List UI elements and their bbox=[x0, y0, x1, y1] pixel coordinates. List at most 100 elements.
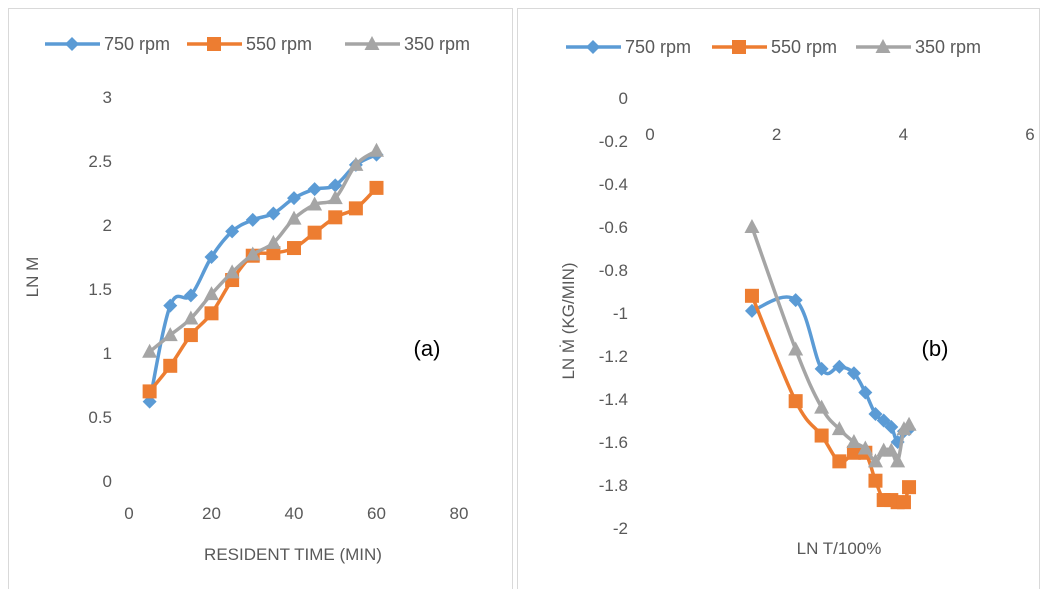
data-point-diamond bbox=[307, 182, 322, 197]
data-point-triangle bbox=[245, 246, 261, 261]
y-tick-label: 3 bbox=[103, 88, 112, 107]
y-ticks-a: 0 0.5 1 1.5 2 2.5 3 bbox=[88, 88, 112, 491]
y-tick-label: -0.8 bbox=[599, 261, 628, 280]
data-point-diamond bbox=[183, 288, 198, 303]
data-point-diamond bbox=[788, 293, 803, 308]
data-point-triangle bbox=[224, 264, 240, 279]
y-tick-label: -0.4 bbox=[599, 175, 628, 194]
data-point-diamond bbox=[225, 224, 240, 239]
data-point-diamond bbox=[858, 385, 873, 400]
data-point-square bbox=[744, 288, 759, 303]
legend-swatch-marker bbox=[732, 40, 746, 54]
legend-swatch-marker bbox=[207, 37, 221, 51]
y-tick-label: -1.4 bbox=[599, 390, 628, 409]
data-point-diamond bbox=[163, 298, 178, 313]
legend-swatch-marker bbox=[586, 40, 600, 54]
data-point-diamond bbox=[204, 250, 219, 264]
y-axis-title-a: LN M bbox=[23, 257, 42, 298]
x-tick-label: 80 bbox=[450, 504, 469, 523]
data-point-triangle bbox=[890, 453, 906, 468]
data-point-diamond bbox=[744, 303, 759, 318]
data-point-triangle bbox=[857, 440, 873, 455]
y-tick-label: 1 bbox=[103, 344, 112, 363]
series-line-diamond bbox=[147, 152, 379, 404]
data-point-triangle bbox=[142, 343, 158, 358]
y-axis-title-b: LN Ṁ (KG/MIN) bbox=[559, 262, 578, 379]
y-tick-label: -1.8 bbox=[599, 476, 628, 495]
data-point-triangle bbox=[183, 310, 199, 325]
x-tick-label: 2 bbox=[772, 125, 781, 144]
data-point-diamond bbox=[884, 419, 899, 434]
data-point-triangle bbox=[788, 341, 804, 356]
data-point-triangle bbox=[901, 416, 917, 431]
y-tick-label: 1.5 bbox=[88, 280, 112, 299]
series-line-square bbox=[750, 294, 911, 506]
y-tick-label: -1 bbox=[613, 304, 628, 323]
data-point-triangle bbox=[162, 327, 178, 342]
y-tick-label: 0 bbox=[619, 89, 628, 108]
x-tick-label: 60 bbox=[367, 504, 386, 523]
x-axis-title-b: LN T/100% bbox=[797, 539, 882, 558]
data-point-square bbox=[902, 480, 917, 495]
data-point-triangle bbox=[744, 219, 760, 233]
y-tick-label: -0.2 bbox=[599, 132, 628, 151]
legend-label: 550 rpm bbox=[246, 34, 312, 54]
data-point-square bbox=[204, 306, 219, 321]
x-ticks-a: 0 20 40 60 80 bbox=[124, 504, 468, 523]
series-a bbox=[142, 142, 384, 409]
y-ticks-b: -2 -1.8 -1.6 -1.4 -1.2 -1 -0.8 -0.6 -0.4 -0.2 0 bbox=[599, 89, 628, 538]
data-point-triangle bbox=[327, 190, 343, 205]
data-point-triangle bbox=[204, 286, 219, 301]
legend-label: 750 rpm bbox=[625, 37, 691, 57]
data-point-diamond bbox=[328, 178, 343, 193]
chart-a-svg: 750 rpm 550 rpm 350 rpm 0 0.5 1 1.5 2 2.5 3 0 20 4… bbox=[23, 34, 470, 564]
y-tick-label: 0 bbox=[103, 472, 112, 491]
legend-label: 550 rpm bbox=[771, 37, 837, 57]
series-b bbox=[744, 219, 917, 510]
x-tick-label: 0 bbox=[645, 125, 654, 144]
data-point-square bbox=[163, 358, 178, 373]
chart-panel-b: 750 rpm 550 rpm 350 rpm -2 -1.8 -1.6 -1.4 -1.2… bbox=[517, 8, 1040, 589]
x-ticks-b: 0 2 4 6 bbox=[645, 125, 1034, 144]
data-point-triangle bbox=[883, 442, 899, 457]
data-point-diamond bbox=[814, 361, 829, 376]
data-point-triangle bbox=[369, 142, 384, 157]
data-point-square bbox=[287, 241, 301, 256]
data-point-triangle bbox=[867, 453, 883, 468]
y-tick-label: 0.5 bbox=[88, 408, 112, 427]
legend-label: 750 rpm bbox=[104, 34, 170, 54]
panel-label-b: (b) bbox=[922, 336, 949, 361]
data-point-triangle bbox=[846, 434, 862, 448]
data-point-diamond bbox=[846, 366, 861, 381]
chart-panel-a: 750 rpm 550 rpm 350 rpm 0 0.5 1 1.5 2 2.5 3 0 20 4… bbox=[8, 8, 513, 589]
y-tick-label: -0.6 bbox=[599, 218, 628, 237]
data-point-triangle bbox=[348, 156, 364, 171]
data-point-triangle bbox=[307, 196, 323, 211]
data-point-square bbox=[328, 210, 343, 225]
data-point-square bbox=[369, 180, 384, 195]
data-point-triangle bbox=[814, 399, 830, 414]
x-tick-label: 40 bbox=[285, 504, 304, 523]
legend-label: 350 rpm bbox=[915, 37, 981, 57]
chart-b-svg: 750 rpm 550 rpm 350 rpm -2 -1.8 -1.6 -1.4 -1.2… bbox=[559, 37, 1035, 558]
x-tick-label: 4 bbox=[899, 125, 908, 144]
y-tick-label: -1.2 bbox=[599, 347, 628, 366]
data-point-square bbox=[266, 246, 281, 261]
x-tick-label: 6 bbox=[1025, 125, 1034, 144]
data-point-diamond bbox=[868, 407, 883, 422]
legend-swatch-marker bbox=[875, 39, 891, 53]
panel-label-a: (a) bbox=[414, 336, 441, 361]
x-tick-label: 0 bbox=[124, 504, 133, 523]
legend-swatch-marker bbox=[65, 37, 79, 51]
data-point-square bbox=[896, 495, 911, 510]
data-point-square bbox=[814, 428, 829, 443]
legend-label: 350 rpm bbox=[404, 34, 470, 54]
x-axis-title-a: RESIDENT TIME (MIN) bbox=[204, 545, 382, 564]
y-tick-label: -2 bbox=[613, 519, 628, 538]
data-point-square bbox=[142, 384, 157, 399]
data-point-square bbox=[832, 454, 847, 469]
y-tick-label: 2 bbox=[103, 216, 112, 235]
data-point-triangle bbox=[265, 234, 281, 249]
data-point-diamond bbox=[245, 212, 260, 227]
data-point-diamond bbox=[266, 206, 281, 221]
